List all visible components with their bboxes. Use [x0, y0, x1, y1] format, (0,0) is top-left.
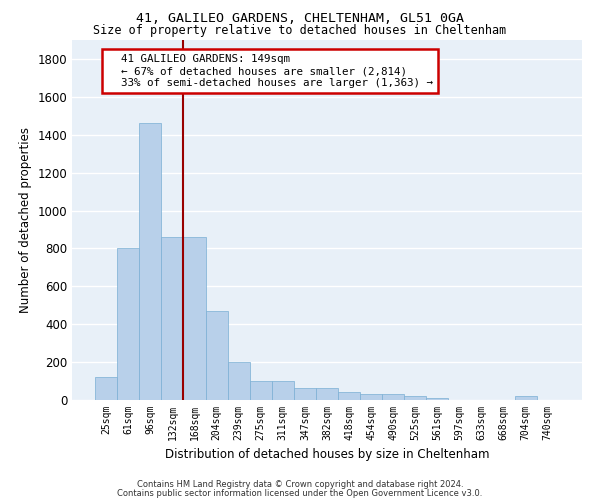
Bar — [250, 381, 272, 400]
Bar — [161, 237, 184, 400]
Text: Size of property relative to detached houses in Cheltenham: Size of property relative to detached ho… — [94, 24, 506, 37]
Bar — [382, 394, 404, 400]
Y-axis label: Number of detached properties: Number of detached properties — [19, 127, 32, 313]
Bar — [117, 248, 139, 400]
Text: Contains HM Land Registry data © Crown copyright and database right 2024.: Contains HM Land Registry data © Crown c… — [137, 480, 463, 489]
Bar — [316, 388, 338, 400]
Bar — [427, 398, 448, 400]
Bar — [515, 396, 537, 400]
Text: 41, GALILEO GARDENS, CHELTENHAM, GL51 0GA: 41, GALILEO GARDENS, CHELTENHAM, GL51 0G… — [136, 12, 464, 26]
Bar — [404, 396, 427, 400]
Bar — [338, 392, 360, 400]
Bar — [184, 237, 206, 400]
Bar — [294, 388, 316, 400]
Bar — [227, 362, 250, 400]
Bar — [206, 311, 227, 400]
Bar — [139, 124, 161, 400]
Text: 41 GALILEO GARDENS: 149sqm
  ← 67% of detached houses are smaller (2,814)
  33% : 41 GALILEO GARDENS: 149sqm ← 67% of deta… — [108, 54, 433, 88]
Bar — [95, 378, 117, 400]
Text: Contains public sector information licensed under the Open Government Licence v3: Contains public sector information licen… — [118, 488, 482, 498]
Bar — [272, 381, 294, 400]
Bar — [360, 394, 382, 400]
X-axis label: Distribution of detached houses by size in Cheltenham: Distribution of detached houses by size … — [165, 448, 489, 462]
